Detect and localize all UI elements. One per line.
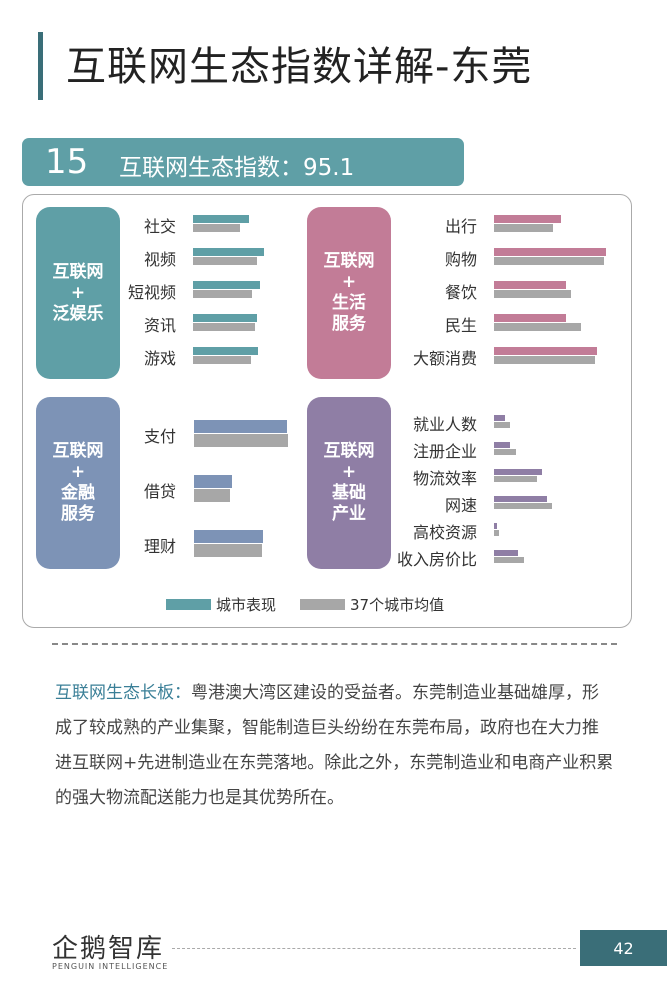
bar-average [494,356,595,364]
bar-label: 大额消费 [412,349,477,368]
bar-city [494,442,510,448]
bar-city [494,469,542,475]
bar-average [194,489,231,502]
penguin-logo: 企鹅智库 [52,934,165,964]
bar-city [494,347,598,355]
bar-average [494,323,582,331]
bar-city [194,530,264,543]
bar-city [494,550,518,556]
bar-label: 游戏 [143,349,176,368]
legend-label-city: 城市表现 [216,596,277,614]
bar-city [194,475,233,488]
bar-label: 短视频 [127,283,176,302]
bar-label: 物流效率 [412,469,477,488]
bar-label: 高校资源 [412,523,477,542]
page-title: 互联网生态指数详解-东莞 [66,44,533,90]
bar-city [193,347,258,355]
summary-body: 粤港澳大湾区建设的受益者。东莞制造业基础雄厚，形成了较成熟的产业集聚，智能制造巨… [55,683,614,808]
bar-label: 支付 [143,427,176,446]
index-value: 互联网生态指数：95.1 [119,155,355,181]
bar-average [494,557,525,563]
bar-label: 资讯 [143,316,176,335]
bar-label: 理财 [143,537,176,556]
bar-city [494,215,562,223]
bar-average [494,476,538,482]
category-box-ind: 互联网 + 基础 产业 [307,397,391,569]
bar-city [494,415,506,421]
bar-label: 购物 [444,250,477,269]
bar-average [494,290,572,298]
category-label-ind: 互联网 + 基础 产业 [323,441,375,524]
bar-average [193,224,241,232]
bar-average [494,257,604,265]
bar-city [194,420,288,433]
bar-city [193,281,261,289]
bar-city [193,314,257,322]
bar-average [494,224,554,232]
summary-paragraph: 互联网生态长板：粤港澳大湾区建设的受益者。东莞制造业基础雄厚，形成了较成熟的产业… [55,676,615,816]
title-accent-bar [38,32,43,100]
category-label-life: 互联网 + 生活 服务 [323,251,375,334]
section-divider [52,643,617,645]
bar-label: 收入房价比 [396,550,477,569]
bar-city [193,215,249,223]
bar-label: 借贷 [143,482,176,501]
footer-divider [172,948,576,949]
bar-label: 视频 [143,250,176,269]
category-box-ent: 互联网 + 泛娱乐 [36,207,120,379]
bar-city [494,523,498,529]
bar-city [494,314,566,322]
category-label-ent: 互联网 + 泛娱乐 [52,261,104,324]
bar-average [494,422,510,428]
bar-average [193,323,255,331]
bar-average [193,356,252,364]
bar-average [194,544,263,557]
legend-swatch-city [166,599,211,610]
bar-city [494,496,547,502]
bar-average [193,290,253,298]
legend-label-average: 37个城市均值 [350,596,445,614]
bar-label: 出行 [444,217,477,236]
bar-label: 注册企业 [412,442,477,461]
bar-label: 就业人数 [412,415,477,434]
bar-label: 社交 [143,217,176,236]
penguin-logo-subtitle: PENGUIN INTELLIGENCE [52,962,169,971]
bar-label: 民生 [444,316,477,335]
page-number: 42 [580,930,667,966]
bar-city [193,248,264,256]
legend-swatch-average [300,599,345,610]
bar-average [494,530,499,536]
bar-label: 网速 [444,496,477,515]
chart-panel [22,194,632,628]
bar-average [494,503,552,509]
category-label-fin: 互联网 + 金融 服务 [52,441,104,524]
bar-average [194,434,289,447]
category-box-life: 互联网 + 生活 服务 [307,207,391,379]
bar-label: 餐饮 [444,283,477,302]
bar-city [494,248,606,256]
city-rank: 15 [45,142,89,182]
bar-average [494,449,517,455]
index-banner: 15 互联网生态指数：95.1 [22,138,464,186]
bar-city [494,281,566,289]
summary-highlight: 互联网生态长板： [55,683,191,703]
category-box-fin: 互联网 + 金融 服务 [36,397,120,569]
bar-average [193,257,257,265]
